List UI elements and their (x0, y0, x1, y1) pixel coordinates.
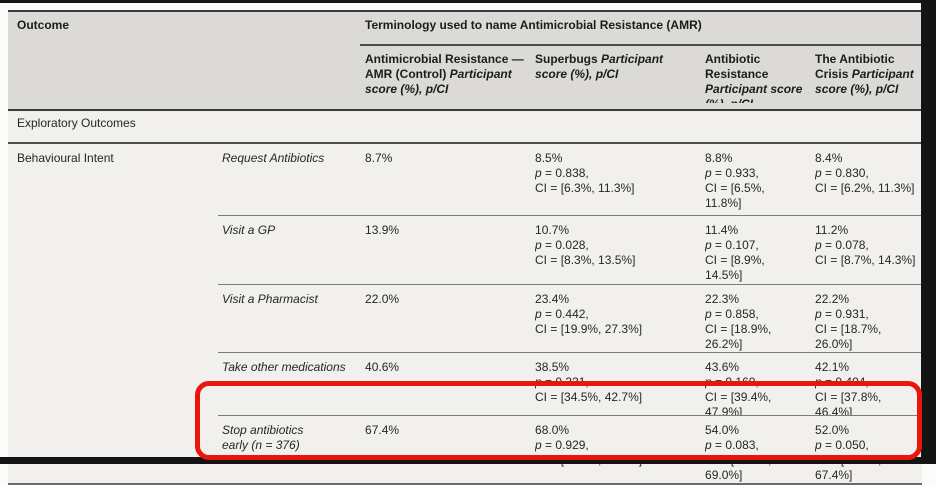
empty-header-cell (8, 45, 361, 110)
cell-control: 22.0% (360, 284, 531, 353)
column-header-antibiotic-crisis: The Antibiotic Crisis Participant score … (810, 45, 923, 110)
section-header: Exploratory Outcomes (8, 109, 923, 144)
table-header-row-columns: Antimicrobial Resistance —AMR (Control) … (8, 45, 923, 110)
cell-superbugs: 68.0% p = 0.929, CI = [53.0%, 80.0%] (530, 415, 701, 485)
table-row: Visit a Pharmacist 22.0% 23.4% p = 0.442… (8, 284, 923, 353)
section-row: Exploratory Outcomes (8, 109, 923, 144)
cell-antibiotic-crisis: 8.4% p = 0.830, CI = [6.2%, 11.3%] (815, 151, 915, 195)
cell-superbugs: 8.5% p = 0.838, CI = [6.3%, 11.3%] (535, 151, 635, 195)
row-label: Stop antibiotics early (n = 376) (218, 415, 361, 485)
cell-control: 40.6% (360, 352, 531, 416)
cell-antibiotic-resistance: 54.0% p = 0.083, CI = [38.3%, 69.0%] (700, 415, 811, 485)
group-label: Behavioural Intent (8, 143, 218, 485)
column-header-control: Antimicrobial Resistance —AMR (Control) … (360, 45, 531, 110)
outcome-header: Outcome (8, 10, 361, 45)
cell-superbugs: 38.5% p = 0.331, CI = [34.5%, 42.7%] (530, 352, 701, 416)
cell-antibiotic-crisis: 11.2% p = 0.078, CI = [8.7%, 14.3%] (810, 215, 923, 285)
results-table: Outcome Terminology used to name Antimic… (8, 10, 923, 485)
cell-control: 8.7% (365, 151, 393, 165)
cell-antibiotic-resistance: 22.3% p = 0.858, CI = [18.9%, 26.2%] (700, 284, 811, 353)
table-row: Behavioural Intent Request Antibiotics 8… (8, 143, 922, 485)
row-label: Take other medications (218, 352, 361, 416)
cell-antibiotic-crisis: 42.1% p = 0.494, CI = [37.8%, 46.4%] (810, 352, 923, 416)
terminology-span-header: Terminology used to name Antimicrobial R… (360, 10, 923, 46)
cell-superbugs: 10.7% p = 0.028, CI = [8.3%, 13.5%] (530, 215, 701, 285)
cell-superbugs: 23.4% p = 0.442, CI = [19.9%, 27.3%] (530, 284, 701, 353)
screenshot-frame-bottom (0, 457, 936, 464)
cell-control: 13.9% (360, 215, 531, 285)
cell-antibiotic-resistance: 8.8% p = 0.933, CI = [6.5%, 11.8%] (705, 151, 765, 210)
screenshot-frame-right (921, 0, 936, 464)
column-header-superbugs: Superbugs Participant score (%), p/CI (530, 45, 701, 110)
table-row: Visit a GP 13.9% 10.7% p = 0.028, CI = [… (8, 215, 923, 285)
cell-control: 67.4% (360, 415, 531, 485)
cell-antibiotic-crisis: 52.0% p = 0.050, CI = [36.2%, 67.4%] (810, 415, 923, 485)
cell-antibiotic-crisis: 22.2% p = 0.931, CI = [18.7%, 26.0%] (810, 284, 923, 353)
column-header-antibiotic-resistance: Antibiotic Resistance Participant score … (700, 45, 811, 110)
cell-antibiotic-resistance: 43.6% p = 0.160, CI = [39.4%, 47.9%] (700, 352, 811, 416)
row-label: Request Antibiotics (222, 151, 325, 165)
table-header-row-top: Outcome Terminology used to name Antimic… (8, 10, 923, 46)
cell-antibiotic-resistance: 11.4% p = 0.107, CI = [8.9%, 14.5%] (700, 215, 811, 285)
row-label: Visit a GP (218, 215, 361, 285)
screenshot-frame-top (0, 0, 936, 3)
row-label: Visit a Pharmacist (218, 284, 361, 353)
